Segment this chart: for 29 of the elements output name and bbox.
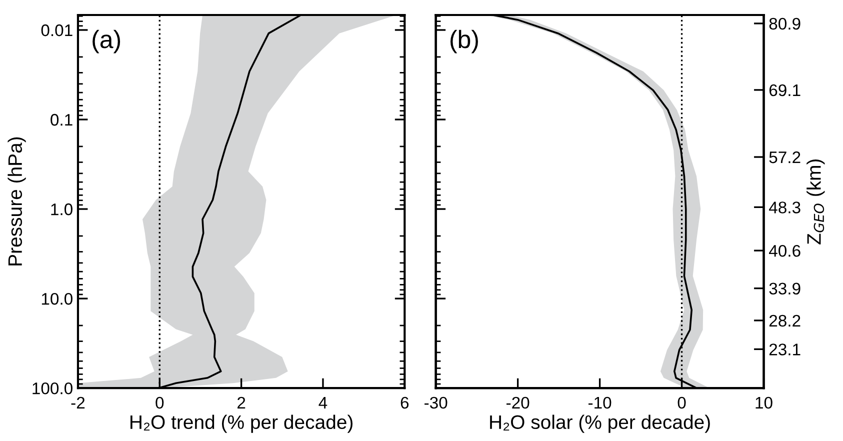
text: 28.2 [769,314,800,327]
text: 33.9 [769,282,800,295]
x-axis-title: H₂O trend (% per decade) [130,414,352,433]
y-axis-title: Pressure (hPa) [8,137,26,266]
x-tick-label: -2 [71,396,85,408]
x-axis-title: H₂O solar (% per decade) [490,414,710,433]
x-tick-label: 6 [400,396,409,409]
x-tick-label: 2 [238,396,246,408]
text: 23.1 [769,344,800,356]
x-tick-label: -10 [588,396,612,409]
x-tick-label: -30 [424,396,448,409]
y-tick-label: 10.0 [42,292,72,305]
text: 57.2 [769,151,800,164]
y-tick-label: 100.0 [32,382,72,394]
x-tick-label: 10 [756,396,772,409]
x-tick-label: 0 [678,396,686,409]
y2-axis-title: Z$_{GEO}$ (km) [806,159,825,244]
x-tick-label: -20 [506,396,530,409]
annotation: (b) [450,30,478,54]
y-tick-label: 0.1 [50,114,72,126]
y-tick-label: 1.0 [51,203,72,216]
text: 48.3 [769,202,800,214]
x-tick-label: 0 [156,396,164,409]
text: 40.6 [769,244,800,257]
text: 69.1 [769,84,800,96]
y-tick-label: 0.01 [41,24,72,36]
annotation: (a) [92,30,120,54]
text: 80.9 [769,18,800,30]
x-tick-label: 4 [318,397,328,408]
